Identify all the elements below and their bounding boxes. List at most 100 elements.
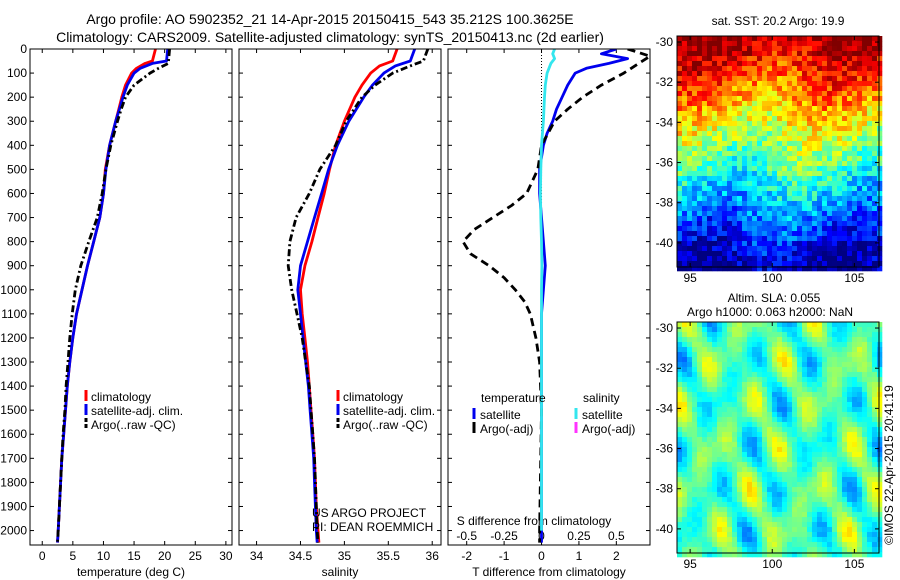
map-cell [752, 477, 758, 483]
map-cell [842, 377, 848, 383]
map-cell [802, 56, 808, 62]
map-cell [792, 136, 798, 142]
map-cell [792, 41, 798, 47]
map-cell [747, 201, 753, 207]
map-cell [772, 106, 778, 112]
map-cell [782, 427, 788, 433]
s-axis-label: S difference from climatology [457, 514, 612, 528]
map-cell [757, 412, 763, 418]
map-cell [767, 106, 773, 112]
map-cell [677, 402, 683, 408]
map-cell [692, 241, 698, 247]
map-cell [732, 51, 738, 57]
map-cell [677, 467, 683, 473]
map-cell [717, 497, 723, 503]
map-cell [832, 442, 838, 448]
map-cell [677, 472, 683, 478]
map-cell [682, 211, 688, 217]
map-cell [732, 472, 738, 478]
map-cell [692, 352, 698, 358]
map-cell [767, 151, 773, 157]
map-cell [742, 527, 748, 533]
map-cell [832, 141, 838, 147]
map-cell [827, 507, 833, 513]
map-cell [822, 487, 828, 493]
map-cell [852, 176, 858, 182]
map-cell [872, 176, 878, 182]
map-cell [767, 191, 773, 197]
map-cell [742, 211, 748, 217]
map-cell [862, 181, 868, 187]
map-cell [822, 131, 828, 137]
map-cell [862, 532, 868, 538]
map-cell [682, 442, 688, 448]
map-cell [762, 552, 768, 558]
map-cell [867, 171, 873, 177]
map-cell [687, 447, 693, 453]
map-cell [752, 186, 758, 192]
map-cell [787, 181, 793, 187]
map-cell [767, 357, 773, 363]
map-cell [692, 261, 698, 267]
map-cell [867, 266, 873, 272]
map-cell [722, 221, 728, 227]
map-cell [722, 156, 728, 162]
map-cell [842, 502, 848, 508]
map-cell [837, 101, 843, 107]
map-cell [757, 462, 763, 468]
map-cell [867, 542, 873, 548]
map-cell [717, 417, 723, 423]
map-cell [787, 66, 793, 72]
map-cell [772, 322, 778, 328]
map-cell [802, 327, 808, 333]
map-cell [862, 146, 868, 152]
map-cell [752, 56, 758, 62]
map-cell [717, 166, 723, 172]
map-cell [817, 116, 823, 122]
map-cell [732, 442, 738, 448]
map-cell [822, 507, 828, 513]
map-cell [872, 392, 878, 398]
map-cell [817, 261, 823, 267]
map-frame [676, 321, 880, 554]
map-cell [692, 447, 698, 453]
map-cell [682, 76, 688, 82]
map-cell [817, 96, 823, 102]
map-cell [857, 226, 863, 232]
map-cell [862, 131, 868, 137]
map-cell [797, 231, 803, 237]
map-cell [827, 166, 833, 172]
map-cell [847, 527, 853, 533]
map-cell [782, 236, 788, 242]
map-cell [737, 101, 743, 107]
map-cell [707, 512, 713, 518]
map-cell [717, 46, 723, 52]
map-cell [772, 236, 778, 242]
map-cell [872, 251, 878, 257]
map-cell [832, 397, 838, 403]
map-cell [707, 462, 713, 468]
map-cell [787, 372, 793, 378]
map-cell [692, 131, 698, 137]
map-cell [682, 447, 688, 453]
map-cell [857, 427, 863, 433]
map-cell [867, 196, 873, 202]
map-cell [832, 46, 838, 52]
map-cell [757, 206, 763, 212]
map-cell [742, 121, 748, 127]
map-cell [837, 201, 843, 207]
map-cell [847, 487, 853, 493]
map-cell [837, 547, 843, 553]
map-cell [862, 487, 868, 493]
map-cell [857, 407, 863, 413]
map-cell [687, 126, 693, 132]
map-y-tick-label: -36 [656, 156, 674, 170]
map-cell [802, 176, 808, 182]
map-cell [747, 126, 753, 132]
map-cell [852, 502, 858, 508]
map-cell [872, 327, 878, 333]
map-cell [872, 111, 878, 117]
map-cell [872, 56, 878, 62]
map-cell [732, 362, 738, 368]
map-cell [862, 422, 868, 428]
